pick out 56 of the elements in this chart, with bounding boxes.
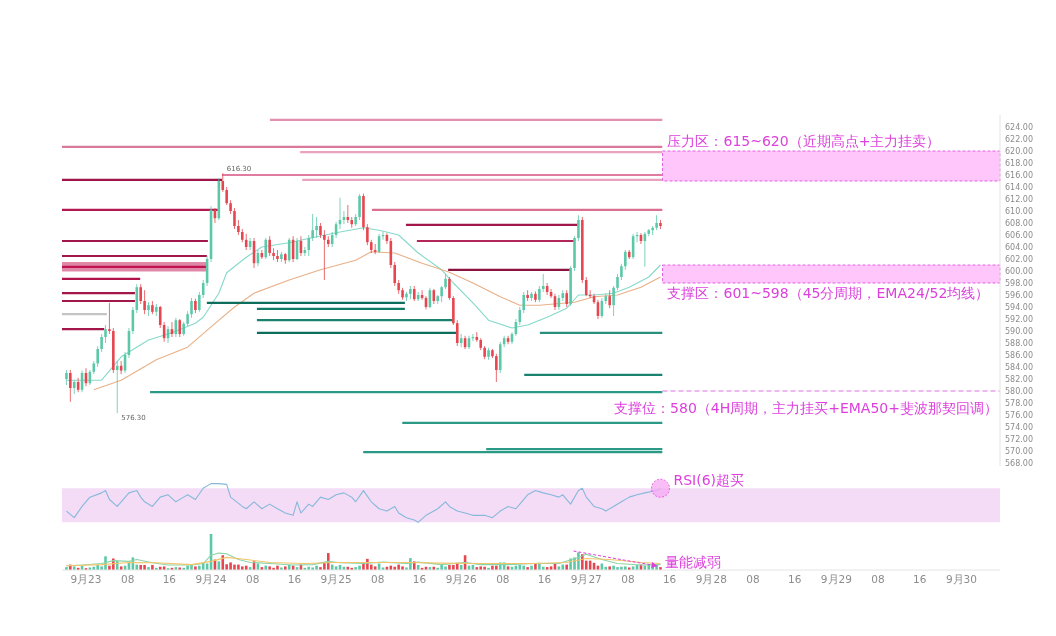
y-tick-label: 580.00 [1005, 386, 1033, 396]
y-tick-label: 610.00 [1005, 206, 1033, 216]
x-tick-label: 9月24 [195, 573, 227, 585]
x-tick-label: 16 [162, 573, 177, 585]
x-tick-label: 08 [371, 573, 385, 585]
y-tick-label: 600.00 [1005, 266, 1033, 276]
band-label: 支撑区：601~598（45分周期，EMA24/52均线） [667, 285, 990, 301]
y-tick-label: 622.00 [1005, 134, 1033, 144]
y-tick-label: 620.00 [1005, 146, 1033, 156]
y-tick-label: 596.00 [1005, 290, 1033, 300]
y-tick-label: 602.00 [1005, 254, 1033, 264]
x-tick-label: 16 [537, 573, 552, 585]
y-tick-label: 594.00 [1005, 302, 1033, 312]
x-tick-label: 08 [120, 573, 135, 585]
y-tick-label: 572.00 [1005, 434, 1033, 444]
y-tick-label: 604.00 [1005, 242, 1033, 252]
x-tick-label: 16 [287, 573, 302, 585]
y-tick-label: 598.00 [1005, 278, 1033, 288]
x-tick-label: 9月23 [70, 573, 102, 585]
x-tick-label: 9月25 [320, 573, 352, 585]
y-tick-label: 574.00 [1005, 422, 1033, 432]
y-tick-label: 588.00 [1005, 338, 1033, 348]
y-tick-label: 608.00 [1005, 218, 1033, 228]
x-tick-label: 08 [246, 573, 260, 585]
x-tick-label: 9月29 [820, 573, 852, 585]
ref-line-label: 支撑位：580（4H周期，主力挂买+EMA50+斐波那契回调） [614, 400, 998, 416]
y-tick-label: 592.00 [1005, 314, 1033, 324]
y-tick-label: 570.00 [1005, 446, 1033, 456]
y-tick-label: 576.00 [1005, 410, 1033, 420]
x-tick-label: 16 [787, 573, 802, 585]
y-tick-label: 578.00 [1005, 398, 1033, 408]
x-tick-label: 9月26 [445, 573, 478, 585]
annotation: RSI(6)超买 [673, 472, 745, 489]
x-tick-label: 9月27 [570, 573, 602, 585]
y-tick-label: 618.00 [1005, 158, 1033, 168]
y-tick-label: 590.00 [1005, 326, 1033, 336]
y-tick-label: 612.00 [1005, 194, 1033, 204]
y-tick-label: 586.00 [1005, 350, 1033, 360]
y-tick-label: 584.00 [1005, 362, 1033, 372]
y-tick-label: 616.00 [1005, 170, 1033, 180]
x-tick-label: 08 [496, 573, 510, 585]
x-tick-label: 16 [412, 573, 427, 585]
x-tick-label: 9月30 [945, 573, 977, 585]
x-tick-label: 9月28 [695, 573, 727, 585]
x-tick-label: 08 [621, 573, 635, 585]
band-label: 压力区：615~620（近期高点+主力挂卖） [667, 133, 941, 149]
y-tick-label: 606.00 [1005, 230, 1033, 240]
y-tick-label: 624.00 [1005, 122, 1033, 132]
y-tick-label: 568.00 [1005, 458, 1033, 468]
x-tick-label: 16 [662, 573, 677, 585]
x-tick-label: 16 [913, 573, 927, 585]
y-tick-label: 614.00 [1005, 182, 1033, 192]
annotation: 量能减弱 [665, 554, 722, 571]
y-tick-label: 582.00 [1005, 374, 1033, 384]
x-tick-label: 08 [746, 573, 760, 585]
x-tick-label: 08 [871, 573, 885, 585]
